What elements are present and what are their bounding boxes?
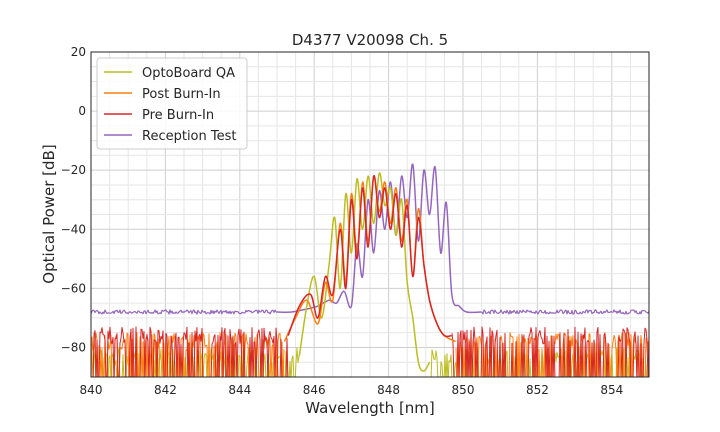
legend: OptoBoard QA Post Burn-In Pre Burn-In Recep… [96, 57, 248, 150]
legend-label: Reception Test [142, 129, 236, 144]
y-tick-label: −40 [61, 222, 86, 236]
y-tick-label: −60 [61, 281, 86, 295]
x-tick-label: 848 [377, 383, 400, 397]
legend-label: Post Burn-In [142, 87, 221, 102]
x-tick-label: 844 [228, 383, 251, 397]
noise-floor-pre-burn-in [92, 326, 649, 377]
x-tick-label: 846 [303, 383, 326, 397]
x-tick-label: 842 [154, 383, 177, 397]
y-tick-label: −80 [61, 340, 86, 354]
y-tick-label: 20 [71, 45, 86, 59]
series-reception-test [276, 163, 482, 314]
x-tick-label: 854 [600, 383, 623, 397]
y-tick-label: 0 [78, 104, 86, 118]
tick-labels: 840 842 844 846 848 850 852 854 20 0 −20 −40 −60 −80 [61, 45, 624, 397]
series-layer [276, 163, 482, 372]
y-tick-label: −20 [61, 163, 86, 177]
noise-floor-reception-test [91, 309, 649, 315]
legend-label: OptoBoard QA [142, 66, 235, 81]
legend-label: Pre Burn-In [142, 108, 214, 123]
noise-floor-layer [91, 309, 649, 377]
y-axis-title: Optical Power [dB] [40, 144, 58, 283]
plot-frame [90, 51, 650, 378]
chart-title: D4377 V20098 Ch. 5 [292, 31, 448, 49]
x-tick-label: 840 [80, 383, 103, 397]
x-tick-label: 852 [526, 383, 549, 397]
series-optoboard-qa [298, 172, 431, 372]
series-pre-burn-in [287, 175, 452, 338]
x-axis-title: Wavelength [nm] [305, 399, 435, 417]
legend-box [96, 57, 248, 150]
x-tick-label: 850 [452, 383, 475, 397]
